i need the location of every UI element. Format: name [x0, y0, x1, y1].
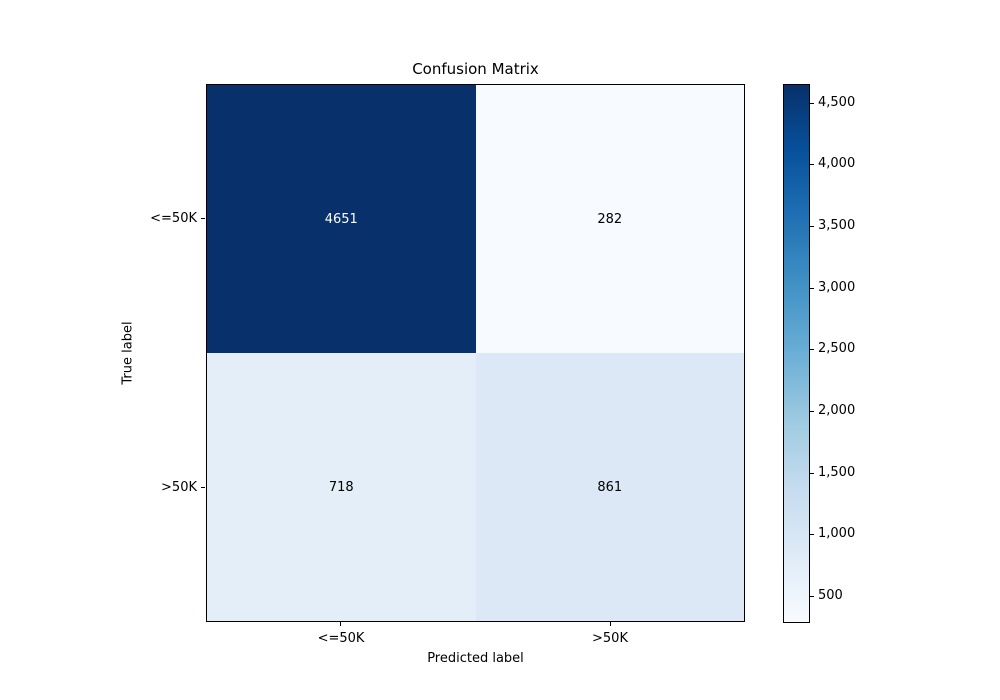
colorbar-tick-label: 1,000	[818, 526, 856, 541]
heatmap-cell: 4651	[207, 85, 476, 353]
colorbar-tick-label: 2,500	[818, 341, 856, 356]
x-axis-label: Predicted label	[427, 651, 524, 666]
colorbar-tick-mark	[810, 596, 814, 597]
colorbar-tick-mark	[810, 534, 814, 535]
colorbar-tick-label: 500	[818, 588, 843, 603]
heatmap-cell: 718	[207, 353, 476, 621]
heatmap-axes: 4651 282 718 861	[206, 84, 745, 622]
y-tick-mark	[201, 218, 205, 219]
colorbar-tick-mark	[810, 164, 814, 165]
chart-title: Confusion Matrix	[412, 60, 539, 78]
colorbar-tick-mark	[810, 349, 814, 350]
x-tick-label: <=50K	[317, 631, 365, 646]
x-tick-mark	[340, 622, 341, 626]
colorbar-tick-label: 4,000	[818, 156, 856, 171]
y-tick-label: >50K	[161, 480, 197, 495]
x-tick-mark	[610, 622, 611, 626]
colorbar-tick-label: 3,500	[818, 218, 856, 233]
colorbar-tick-mark	[810, 411, 814, 412]
colorbar-tick-label: 4,500	[818, 95, 856, 110]
y-tick-label: <=50K	[150, 211, 197, 226]
colorbar-tick-mark	[810, 226, 814, 227]
colorbar	[783, 84, 810, 623]
colorbar-tick-label: 3,000	[818, 280, 856, 295]
colorbar-tick-mark	[810, 288, 814, 289]
y-axis-label: True label	[120, 321, 136, 385]
x-tick-label: >50K	[592, 631, 628, 646]
colorbar-tick-label: 1,500	[818, 465, 856, 480]
colorbar-tick-label: 2,000	[818, 403, 856, 418]
heatmap-cell: 282	[475, 85, 744, 353]
colorbar-tick-mark	[810, 103, 814, 104]
colorbar-tick-mark	[810, 473, 814, 474]
y-tick-mark	[201, 487, 205, 488]
heatmap-cell: 861	[475, 353, 744, 621]
